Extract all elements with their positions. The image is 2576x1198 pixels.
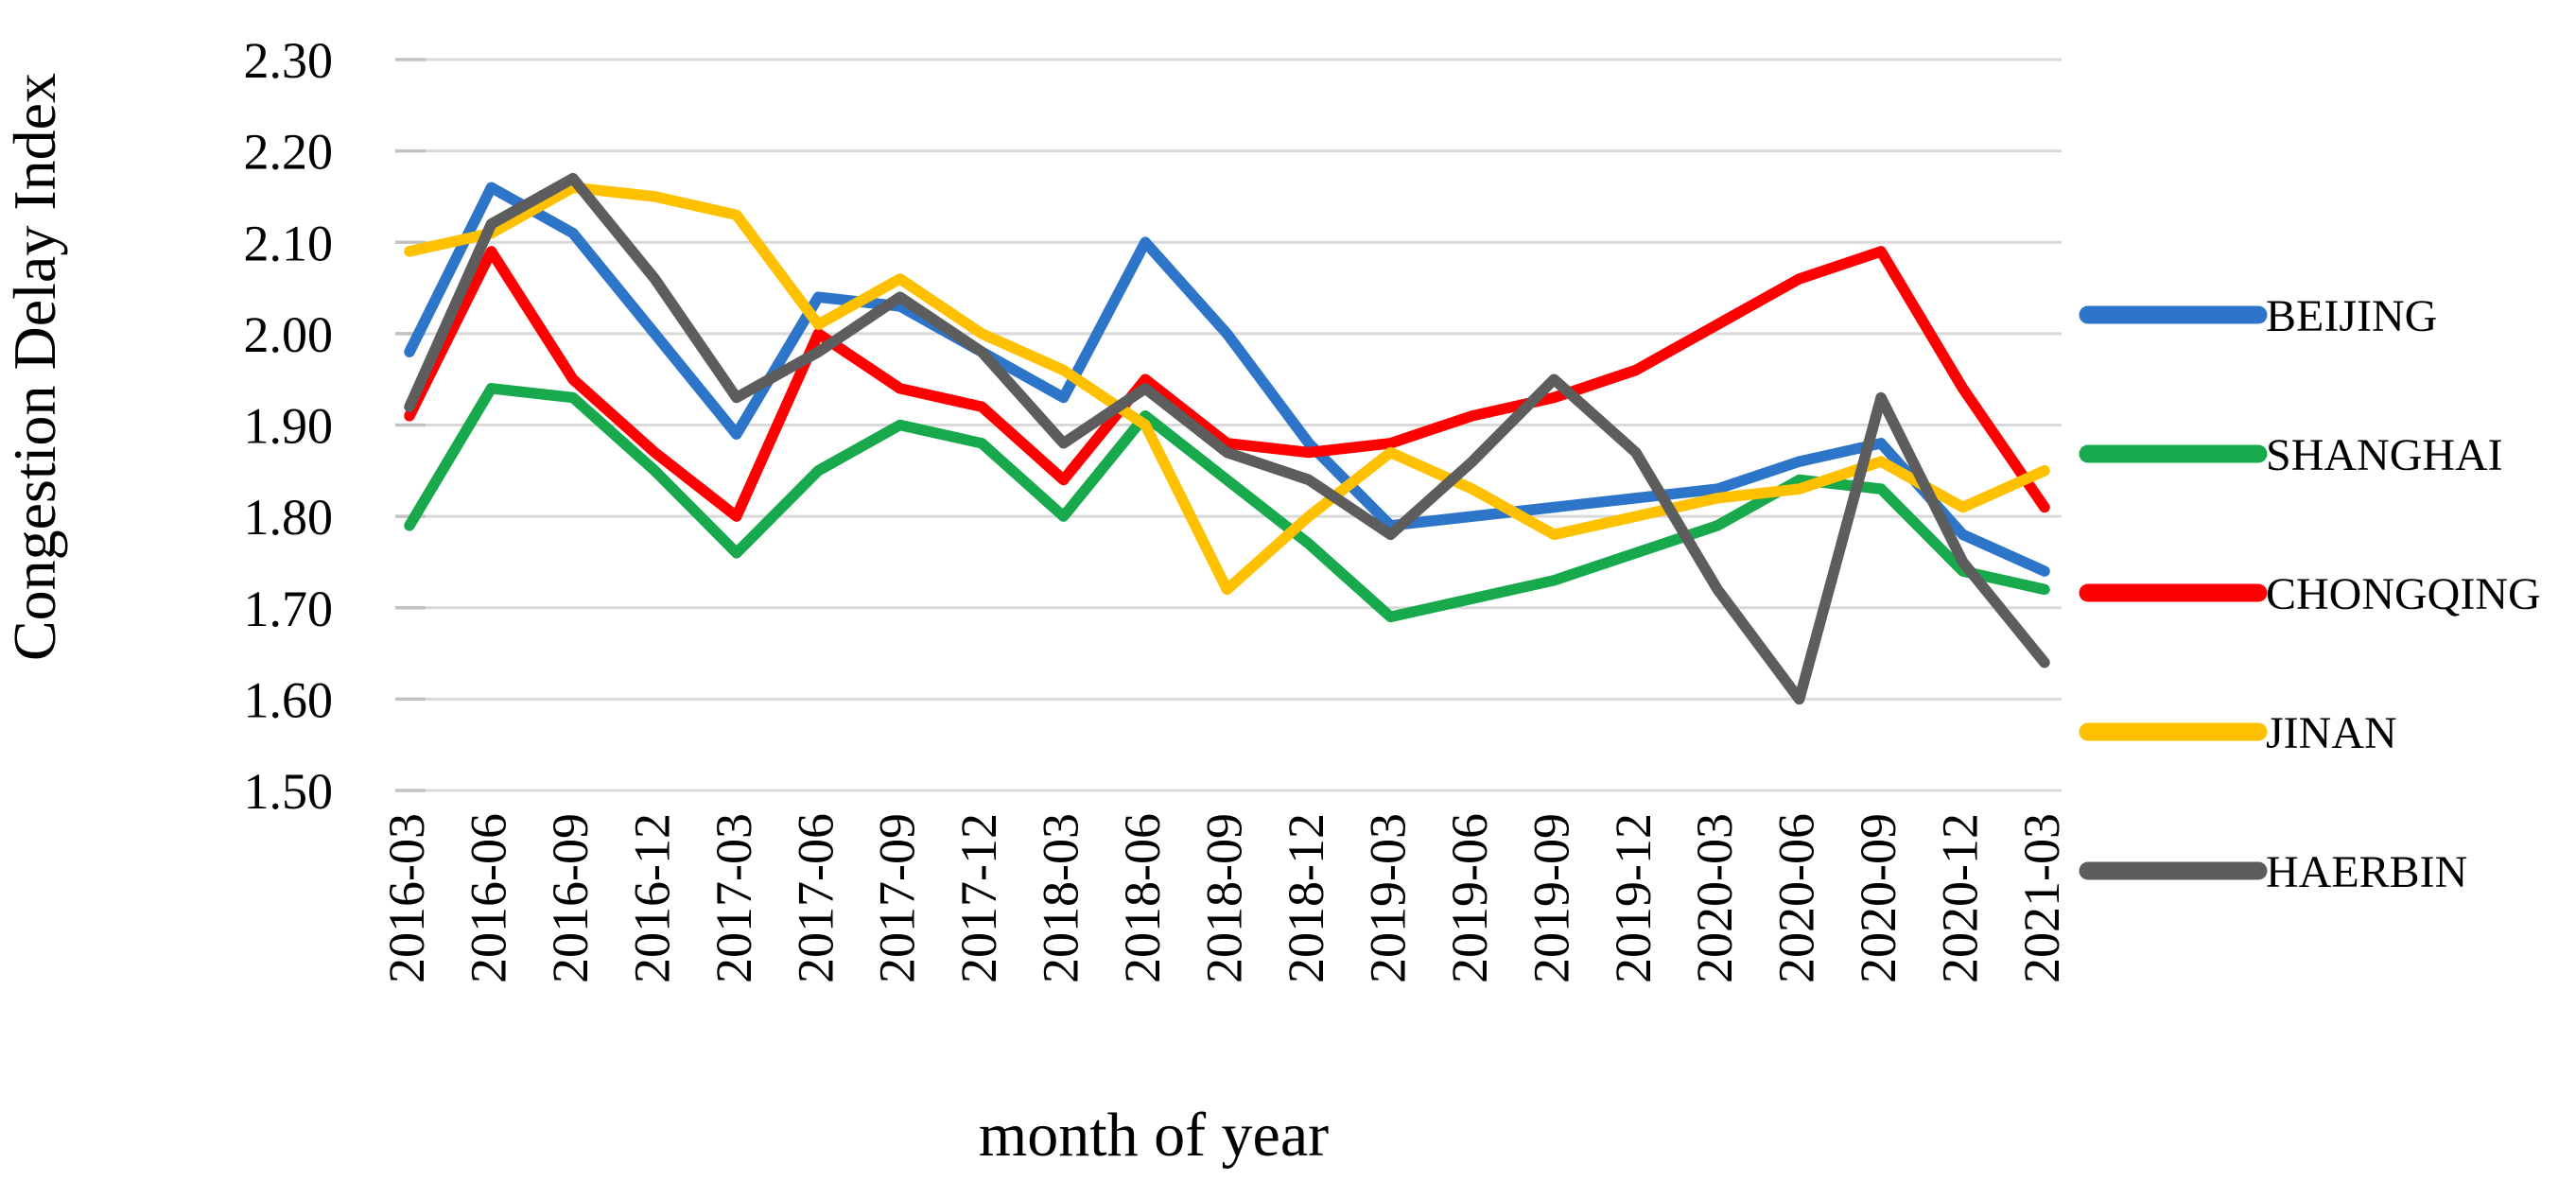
x-tick-label: 2016-03 xyxy=(378,813,435,983)
x-tick-label: 2017-06 xyxy=(787,813,844,983)
y-tick-label: 2.00 xyxy=(244,306,334,363)
y-tick-label: 1.60 xyxy=(244,671,334,728)
y-tick-label: 1.90 xyxy=(244,398,334,455)
x-tick-label: 2017-12 xyxy=(950,813,1007,983)
x-tick-label: 2017-09 xyxy=(869,813,926,983)
x-tick-label: 2018-09 xyxy=(1196,813,1253,983)
legend-label: JINAN xyxy=(2266,708,2397,758)
y-tick-label: 2.20 xyxy=(244,124,334,181)
x-tick-label: 2018-03 xyxy=(1033,813,1089,983)
x-tick-label: 2019-03 xyxy=(1359,813,1416,983)
legend-label: CHONGQING xyxy=(2266,569,2541,619)
x-tick-label: 2020-12 xyxy=(1932,813,1989,983)
series-line-jinan xyxy=(404,182,2050,596)
legend-label: HAERBIN xyxy=(2266,847,2467,897)
x-tick-label: 2020-06 xyxy=(1768,813,1825,983)
legend-label: BEIJING xyxy=(2266,291,2437,341)
x-axis-title: month of year xyxy=(979,1101,1329,1170)
legend-label: SHANGHAI xyxy=(2266,430,2503,480)
x-tick-label: 2020-03 xyxy=(1686,813,1743,983)
y-tick-label: 1.50 xyxy=(244,763,334,820)
x-tick-label: 2021-03 xyxy=(2013,813,2070,983)
y-tick-label: 1.80 xyxy=(244,489,334,546)
x-tick-label: 2016-12 xyxy=(623,813,680,983)
x-tick-label: 2018-12 xyxy=(1278,813,1334,983)
series-line-chongqing xyxy=(404,246,2050,522)
y-axis-title: Congestion Delay Index xyxy=(1,73,68,661)
y-tick-label: 1.70 xyxy=(244,581,334,637)
x-tick-label: 2019-12 xyxy=(1605,813,1662,983)
x-tick-label: 2016-09 xyxy=(542,813,599,983)
series-line-beijing xyxy=(404,182,2050,577)
x-tick-label: 2016-06 xyxy=(460,813,516,983)
series-line-haerbin xyxy=(404,172,2050,705)
x-tick-label: 2019-09 xyxy=(1523,813,1579,983)
x-tick-label: 2019-06 xyxy=(1441,813,1498,983)
x-tick-label: 2020-09 xyxy=(1850,813,1906,983)
y-tick-label: 2.10 xyxy=(244,215,334,271)
y-tick-label: 2.30 xyxy=(244,32,334,89)
x-tick-label: 2017-03 xyxy=(705,813,762,983)
x-tick-label: 2018-06 xyxy=(1114,813,1171,983)
